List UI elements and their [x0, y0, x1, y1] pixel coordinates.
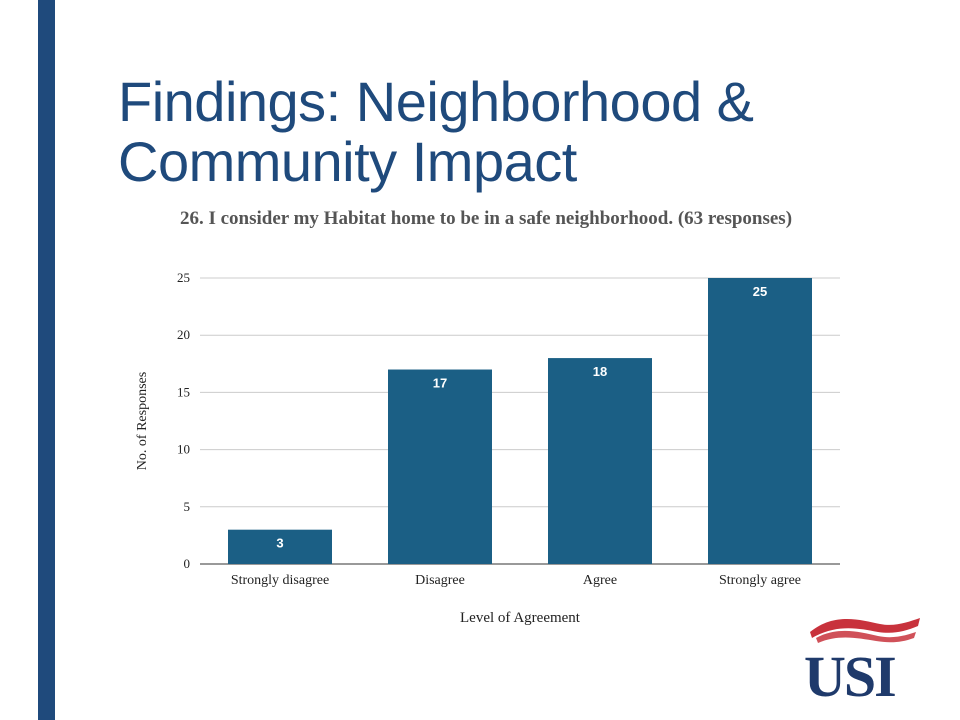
y-tick-label: 25 — [177, 270, 190, 285]
usi-logo-flag-icon — [810, 618, 920, 643]
slide-title-line-1: Findings: Neighborhood & — [118, 70, 754, 133]
data-label: 25 — [753, 284, 767, 299]
bar — [548, 358, 652, 564]
x-tick-label: Disagree — [415, 573, 465, 588]
chart-title: 26. I consider my Habitat home to be in … — [179, 208, 793, 229]
y-tick-label: 0 — [184, 556, 191, 571]
x-tick-label: Agree — [583, 573, 617, 588]
y-tick-label: 20 — [177, 327, 190, 342]
usi-logo-text: USI — [804, 644, 895, 702]
usi-logo: USI — [804, 618, 920, 702]
y-tick-label: 15 — [177, 384, 190, 399]
data-label: 17 — [433, 376, 447, 391]
slide-title-line-2: Community Impact — [118, 130, 577, 193]
slide-title: Findings: Neighborhood & Community Impac… — [118, 72, 918, 192]
bar — [388, 369, 492, 564]
y-tick-label: 10 — [177, 442, 190, 457]
data-label: 3 — [276, 536, 283, 551]
data-label: 18 — [593, 364, 607, 379]
bar-chart: 0 5 10 15 20 25 3 Strongly disagree 17 Disagree 18… — [135, 270, 840, 626]
y-axis-title: No. of Responses — [135, 372, 150, 470]
bar — [228, 529, 332, 564]
side-accent-bar — [38, 0, 55, 720]
bar — [708, 278, 812, 564]
x-tick-label: Strongly disagree — [231, 573, 329, 588]
y-tick-label: 5 — [184, 499, 191, 514]
x-axis-title: Level of Agreement — [460, 610, 581, 626]
x-tick-label: Strongly agree — [719, 573, 801, 588]
